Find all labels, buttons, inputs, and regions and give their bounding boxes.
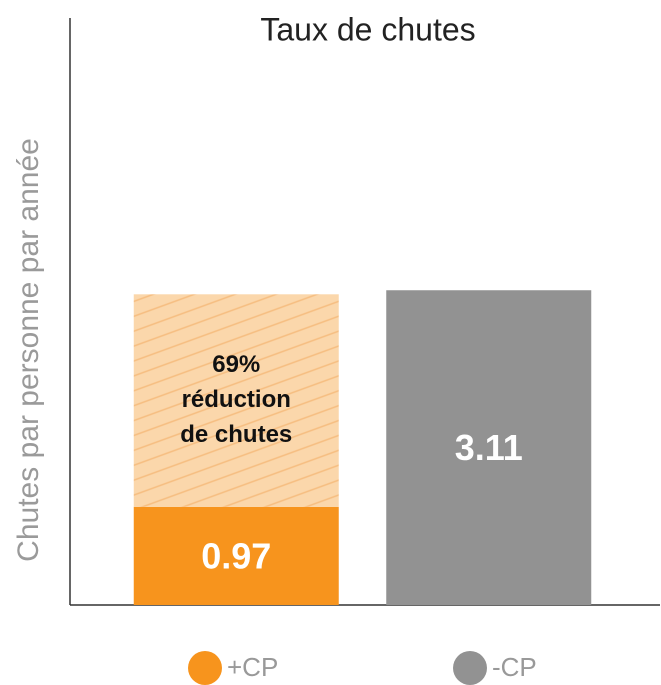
y-axis-label: Chutes par personne par année (12, 138, 45, 562)
annotation: réduction (182, 386, 291, 413)
value-label: 3.11 (455, 427, 523, 468)
value-label: 0.97 (201, 535, 271, 576)
annotation: 69% (212, 351, 260, 378)
reduction-bar (133, 294, 339, 507)
legend-swatch (188, 651, 222, 685)
chart-title: Taux de chutes (260, 11, 475, 47)
legend-label: +CP (227, 652, 278, 682)
legend-swatch (453, 651, 487, 685)
legend-label: -CP (492, 652, 537, 682)
annotation: de chutes (180, 421, 292, 448)
bar (386, 290, 592, 605)
bar (133, 506, 339, 605)
